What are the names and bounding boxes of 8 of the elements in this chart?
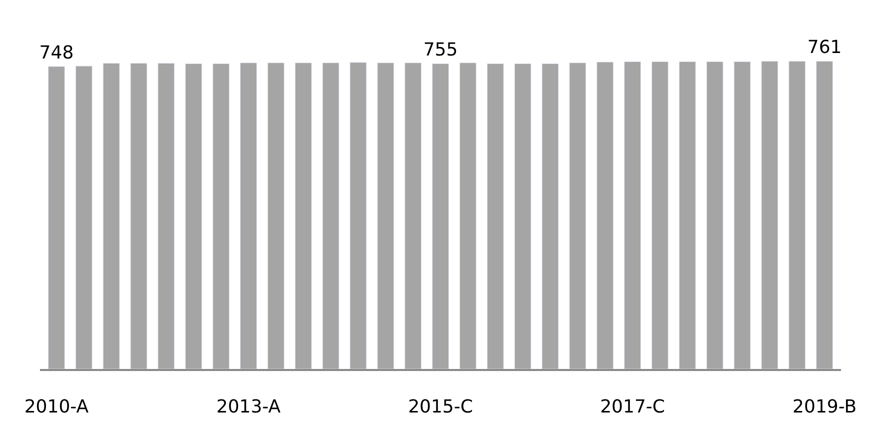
x-tick-label: 2015-C xyxy=(408,396,473,418)
x-tick-label: 2017-C xyxy=(600,396,665,418)
data-label: 755 xyxy=(423,40,458,61)
data-label: 761 xyxy=(807,37,842,58)
x-tick-label: 2010-A xyxy=(24,396,90,418)
data-label: 748 xyxy=(39,42,74,64)
x-tick-label: 2019-B xyxy=(792,396,857,418)
x-tick-label: 2013-A xyxy=(216,396,282,418)
